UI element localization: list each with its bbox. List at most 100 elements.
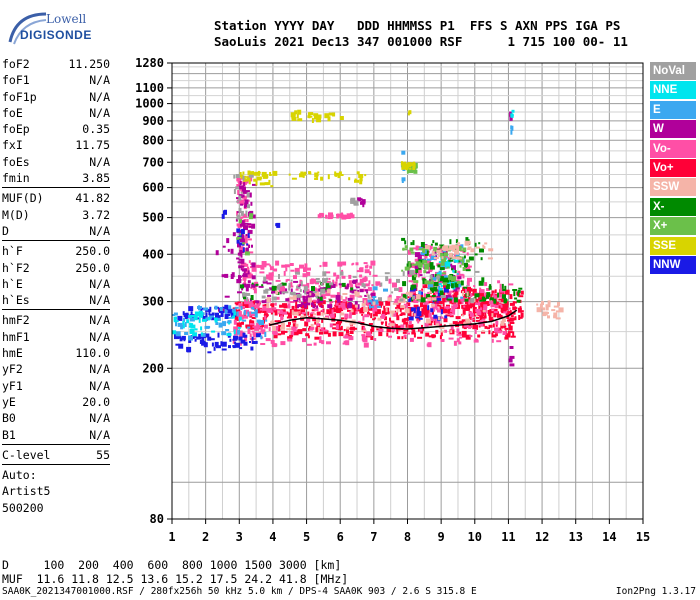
echo-point: [328, 277, 331, 280]
param-row-d: D N/A: [2, 223, 110, 239]
param-row-fxi: fxI 11.75: [2, 137, 110, 153]
echo-point: [493, 308, 498, 313]
echo-point: [302, 338, 306, 343]
echo-point: [229, 338, 232, 342]
echo-point: [237, 326, 241, 329]
echo-point: [413, 169, 418, 174]
echo-point: [460, 296, 464, 299]
echo-point: [394, 287, 399, 291]
echo-point: [440, 261, 445, 266]
param-value: 11.75: [75, 138, 110, 153]
echo-point: [468, 289, 471, 294]
echo-point: [241, 262, 247, 267]
echo-point: [377, 317, 382, 321]
echo-point: [236, 214, 241, 220]
echo-point: [467, 264, 470, 268]
echo-point: [361, 199, 366, 204]
echo-point: [428, 268, 433, 273]
echo-point: [319, 296, 323, 301]
param-value: N/A: [89, 427, 110, 442]
echo-point: [480, 257, 483, 261]
echo-point: [452, 294, 456, 300]
echo-point: [331, 309, 334, 315]
echo-point: [404, 317, 410, 321]
echo-point: [242, 190, 248, 194]
echo-point: [257, 264, 263, 268]
echo-point: [395, 307, 401, 310]
echo-point: [403, 329, 409, 332]
echo-point: [547, 300, 551, 305]
echo-point: [449, 312, 452, 316]
echo-point: [260, 265, 265, 270]
echo-point: [359, 176, 363, 182]
echo-point: [366, 264, 369, 268]
echo-point: [484, 310, 487, 316]
echo-point: [222, 245, 226, 248]
echo-point: [381, 313, 386, 319]
echo-point: [317, 296, 320, 299]
echo-point: [462, 291, 464, 296]
echo-point: [427, 305, 430, 311]
echo-point: [246, 283, 251, 288]
echo-point: [363, 262, 368, 265]
echo-point: [268, 275, 274, 281]
echo-point: [363, 277, 368, 282]
echo-point: [425, 332, 430, 337]
echo-point: [250, 287, 253, 290]
echo-point: [226, 333, 232, 337]
echo-point: [407, 304, 411, 307]
echo-point: [472, 324, 477, 330]
echo-point: [299, 284, 302, 287]
echo-point: [396, 308, 399, 313]
echo-point: [273, 268, 278, 272]
echo-point: [227, 320, 232, 323]
echo-point: [412, 263, 418, 266]
echo-point: [514, 307, 518, 310]
echo-point: [440, 331, 443, 337]
echo-point: [261, 329, 266, 335]
echo-point: [200, 326, 203, 331]
echo-point: [547, 315, 550, 319]
echo-point: [509, 356, 512, 361]
echo-point: [281, 291, 285, 294]
echo-point: [445, 263, 451, 269]
param-value: N/A: [89, 89, 110, 104]
echo-point: [251, 341, 256, 344]
echo-point: [438, 316, 440, 321]
echo-point: [478, 301, 481, 306]
echo-point: [233, 311, 237, 316]
echo-point: [337, 301, 343, 306]
echo-point: [402, 318, 406, 322]
echo-point: [443, 247, 446, 251]
echo-point: [456, 273, 460, 277]
echo-point: [422, 278, 426, 282]
echo-point: [175, 331, 181, 337]
echo-point: [501, 318, 506, 322]
echo-point: [357, 197, 362, 202]
echo-point: [343, 329, 346, 331]
echo-point: [407, 162, 410, 167]
echo-point: [182, 323, 185, 329]
echo-point: [273, 333, 278, 339]
echo-point: [325, 280, 331, 283]
echo-point: [488, 301, 494, 305]
echo-point: [369, 304, 371, 309]
echo-point: [449, 315, 454, 318]
echo-point: [386, 307, 390, 312]
echo-point: [311, 309, 316, 312]
echo-point: [190, 324, 196, 329]
echo-point: [193, 316, 198, 321]
echo-point: [458, 331, 462, 335]
x-tick-label: 5: [303, 530, 310, 544]
echo-point: [327, 116, 331, 122]
echo-point: [311, 118, 314, 123]
echo-point: [302, 295, 306, 301]
echo-point: [240, 219, 242, 223]
echo-point: [322, 261, 328, 267]
param-row-foe: foE N/A: [2, 105, 110, 121]
echo-point: [476, 311, 482, 316]
echo-point: [285, 288, 288, 292]
echo-point: [481, 330, 485, 333]
param-name: M(D): [2, 207, 30, 222]
param-name: hmF1: [2, 329, 30, 344]
